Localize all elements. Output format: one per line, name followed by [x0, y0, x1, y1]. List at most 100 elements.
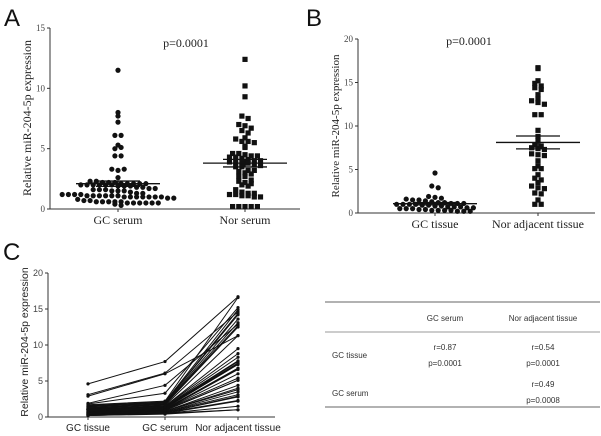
data-point [538, 166, 544, 172]
data-point [416, 197, 422, 203]
y-tick-label: 10 [36, 83, 46, 93]
data-point [248, 181, 254, 187]
data-point [467, 208, 473, 214]
data-point [461, 208, 467, 214]
data-point [118, 202, 124, 208]
data-point [112, 201, 118, 207]
table-cell-r: r=0.49 [532, 380, 555, 389]
data-point [115, 188, 121, 194]
y-tick-label: 10 [33, 340, 43, 350]
data-point [242, 173, 248, 180]
y-tick-label: 15 [36, 23, 46, 33]
panel-c-chart: Relative miR-204-5p expression 0 5 10 15 20 G… [19, 267, 281, 434]
data-point [121, 194, 127, 200]
paired-line [87, 323, 239, 404]
data-point [103, 193, 109, 199]
data-point [115, 193, 121, 199]
x-tick-label: GC serum [142, 423, 188, 434]
y-tick-label: 15 [33, 304, 43, 314]
data-point [121, 166, 127, 172]
data-point [239, 189, 245, 195]
data-point [251, 194, 257, 200]
data-point [152, 185, 158, 192]
y-tick-label: 20 [33, 268, 43, 278]
data-point [541, 152, 547, 159]
data-point [541, 101, 547, 107]
data-point [90, 193, 96, 199]
data-point [242, 94, 248, 100]
data-point [72, 191, 78, 198]
y-tick-label: 10 [344, 121, 354, 131]
data-point [426, 193, 432, 200]
data-point [458, 204, 464, 210]
data-point [236, 347, 240, 351]
data-point [532, 80, 538, 86]
data-point [233, 154, 239, 160]
x-tick-label: Nor adjacent tissue [195, 423, 281, 434]
data-point [134, 190, 140, 196]
data-point [146, 185, 152, 192]
data-point [429, 207, 435, 213]
data-point [251, 190, 257, 196]
data-point [103, 187, 109, 193]
data-point [236, 378, 240, 382]
data-point [106, 199, 112, 205]
table-header-nor-adjacent: Nor adjacent tissue [509, 314, 578, 323]
data-point [245, 138, 251, 145]
data-point [127, 194, 133, 200]
data-point [236, 334, 240, 338]
data-point [254, 153, 260, 159]
data-point [109, 188, 115, 194]
data-point [410, 197, 416, 203]
x-tick-label: GC serum [94, 213, 144, 227]
panel-c-ylabel: Relative miR-204-5p expression [19, 267, 31, 417]
data-point [445, 204, 451, 210]
data-point [96, 187, 102, 193]
panel-b-chart: p=0.0001 Relative miR-204-5p expression … [330, 34, 595, 231]
data-point [242, 123, 248, 129]
data-point [236, 173, 242, 180]
data-point [112, 153, 118, 159]
data-point [254, 203, 260, 210]
data-point [242, 144, 248, 151]
data-point [140, 194, 146, 200]
data-point [65, 191, 71, 198]
data-point [245, 115, 251, 122]
data-point [239, 182, 245, 188]
data-point [538, 112, 544, 118]
data-point [130, 200, 137, 206]
data-point [86, 394, 90, 398]
data-point [121, 188, 127, 194]
data-point [171, 195, 177, 201]
data-point [535, 179, 541, 186]
table-cell-p: p=0.0008 [526, 396, 560, 405]
data-point [236, 367, 240, 372]
table-cell-p: p=0.0001 [526, 359, 560, 368]
data-point [115, 167, 121, 173]
x-tick-label: Nor serum [220, 213, 272, 227]
data-point [59, 191, 65, 198]
data-point [115, 67, 121, 73]
data-point [538, 201, 544, 207]
data-point [155, 200, 161, 206]
data-point [535, 127, 541, 133]
y-tick-label: 5 [41, 144, 46, 154]
data-point [535, 92, 541, 98]
paired-line [87, 313, 239, 407]
data-point [236, 321, 240, 325]
data-point [454, 208, 460, 214]
data-point [251, 140, 257, 146]
table-cell-r: r=0.87 [434, 343, 457, 352]
data-point [230, 150, 236, 157]
data-point [134, 184, 140, 190]
panel-a-ylabel: Relative miR-204-5p expression [20, 40, 34, 196]
data-point [236, 150, 242, 157]
data-point [432, 194, 438, 200]
data-point [529, 151, 535, 157]
data-point [532, 112, 538, 118]
data-point [115, 119, 121, 125]
data-point [257, 162, 264, 169]
data-point [112, 132, 118, 138]
data-point [236, 404, 240, 408]
data-point [86, 382, 90, 386]
